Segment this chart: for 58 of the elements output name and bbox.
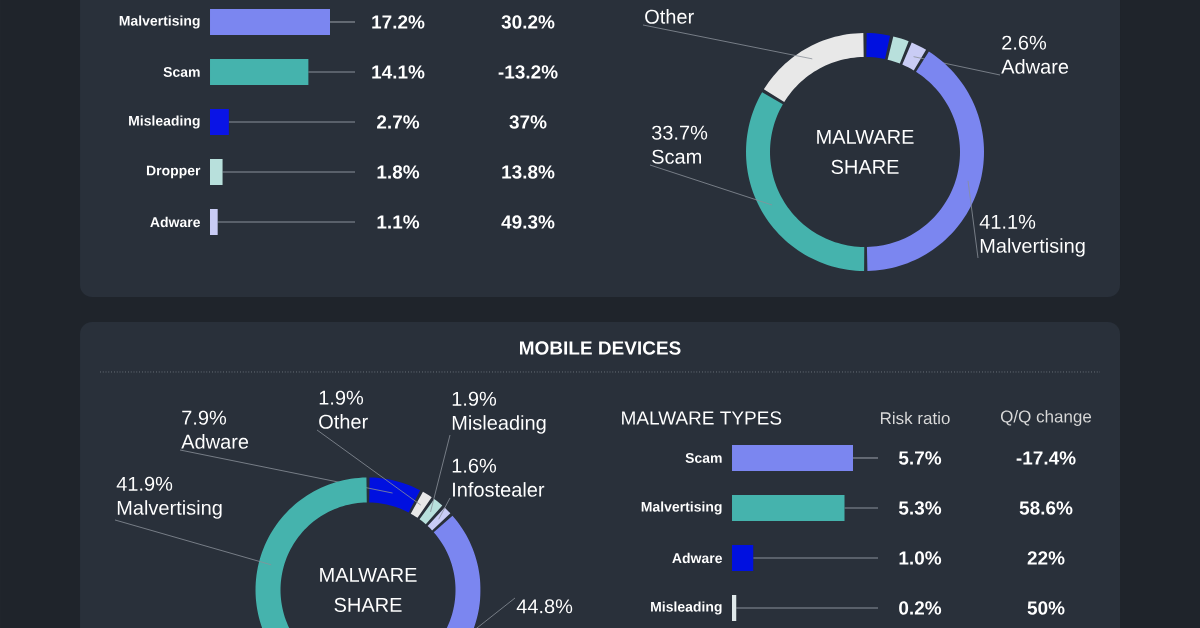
y-tick-label: Adware bbox=[150, 216, 200, 228]
text: 49.3% bbox=[501, 215, 555, 229]
bar bbox=[732, 444, 853, 471]
data-label: 2.6% bbox=[1002, 35, 1047, 50]
text: 37% bbox=[509, 115, 547, 129]
slice-label: Infostealer bbox=[453, 482, 545, 497]
text: 58.6% bbox=[1019, 501, 1073, 515]
slice-label: Other bbox=[645, 9, 694, 24]
data-label: 0.2% bbox=[899, 601, 942, 615]
data-label: 5.7% bbox=[898, 451, 942, 465]
data-label: 1.6% bbox=[452, 458, 497, 473]
data-label: 1.1% bbox=[377, 215, 420, 229]
data-label: 14.1% bbox=[372, 65, 425, 79]
chart-title: MOBILE DEVICES bbox=[519, 341, 681, 355]
bar bbox=[210, 58, 309, 85]
bar bbox=[732, 544, 754, 571]
text: MALWARE SHARE bbox=[320, 568, 417, 612]
text: -13.2% bbox=[498, 65, 558, 79]
data-label: 7.9% bbox=[182, 410, 227, 425]
text: -17.4% bbox=[1016, 451, 1076, 465]
data-label: 17.2% bbox=[372, 15, 425, 29]
data-label: 1.9% bbox=[319, 390, 364, 405]
y-tick-label: Scam bbox=[685, 453, 722, 463]
bar bbox=[732, 494, 845, 521]
text: 13.8% bbox=[502, 165, 555, 179]
y-tick-label: Malvertising bbox=[119, 15, 200, 29]
data-label: 1.8% bbox=[377, 165, 420, 179]
y-tick-label: Adware bbox=[672, 552, 722, 564]
text: MALWARE SHARE bbox=[817, 130, 914, 174]
bar bbox=[210, 108, 229, 135]
text: 30.2% bbox=[501, 15, 555, 29]
y-tick-label: Misleading bbox=[129, 115, 200, 129]
y-tick-label: Malvertising bbox=[641, 501, 722, 515]
data-label: 1.0% bbox=[899, 551, 942, 565]
x-axis-title: Risk ratio bbox=[880, 411, 950, 425]
data-label: 41.1% bbox=[979, 214, 1036, 229]
bar bbox=[210, 158, 223, 185]
slice-label: Misleading bbox=[452, 415, 546, 434]
slice-label: Adware bbox=[1001, 59, 1069, 74]
data-label: 5.3% bbox=[898, 501, 942, 515]
y-tick-label: Misleading bbox=[651, 601, 722, 615]
bar bbox=[210, 208, 218, 235]
y-tick-label: Dropper bbox=[146, 165, 201, 179]
chart-title: MALWARE TYPES bbox=[622, 411, 782, 425]
slice-label: Malvertising bbox=[980, 238, 1085, 257]
bar bbox=[210, 8, 331, 35]
slice-label: Adware bbox=[181, 434, 249, 449]
data-label: 2.7% bbox=[377, 115, 420, 129]
text: 50% bbox=[1027, 601, 1065, 615]
text: Q/Q change bbox=[1000, 410, 1092, 426]
slice-label: Other bbox=[319, 414, 368, 429]
data-label: 33.7% bbox=[651, 125, 708, 140]
y-tick-label: Scam bbox=[163, 67, 200, 77]
bar bbox=[732, 594, 737, 621]
text: 22% bbox=[1027, 551, 1065, 565]
data-label: 1.9% bbox=[452, 391, 497, 406]
data-label: 44.8% bbox=[516, 599, 573, 614]
data-label: 41.9% bbox=[116, 476, 173, 491]
